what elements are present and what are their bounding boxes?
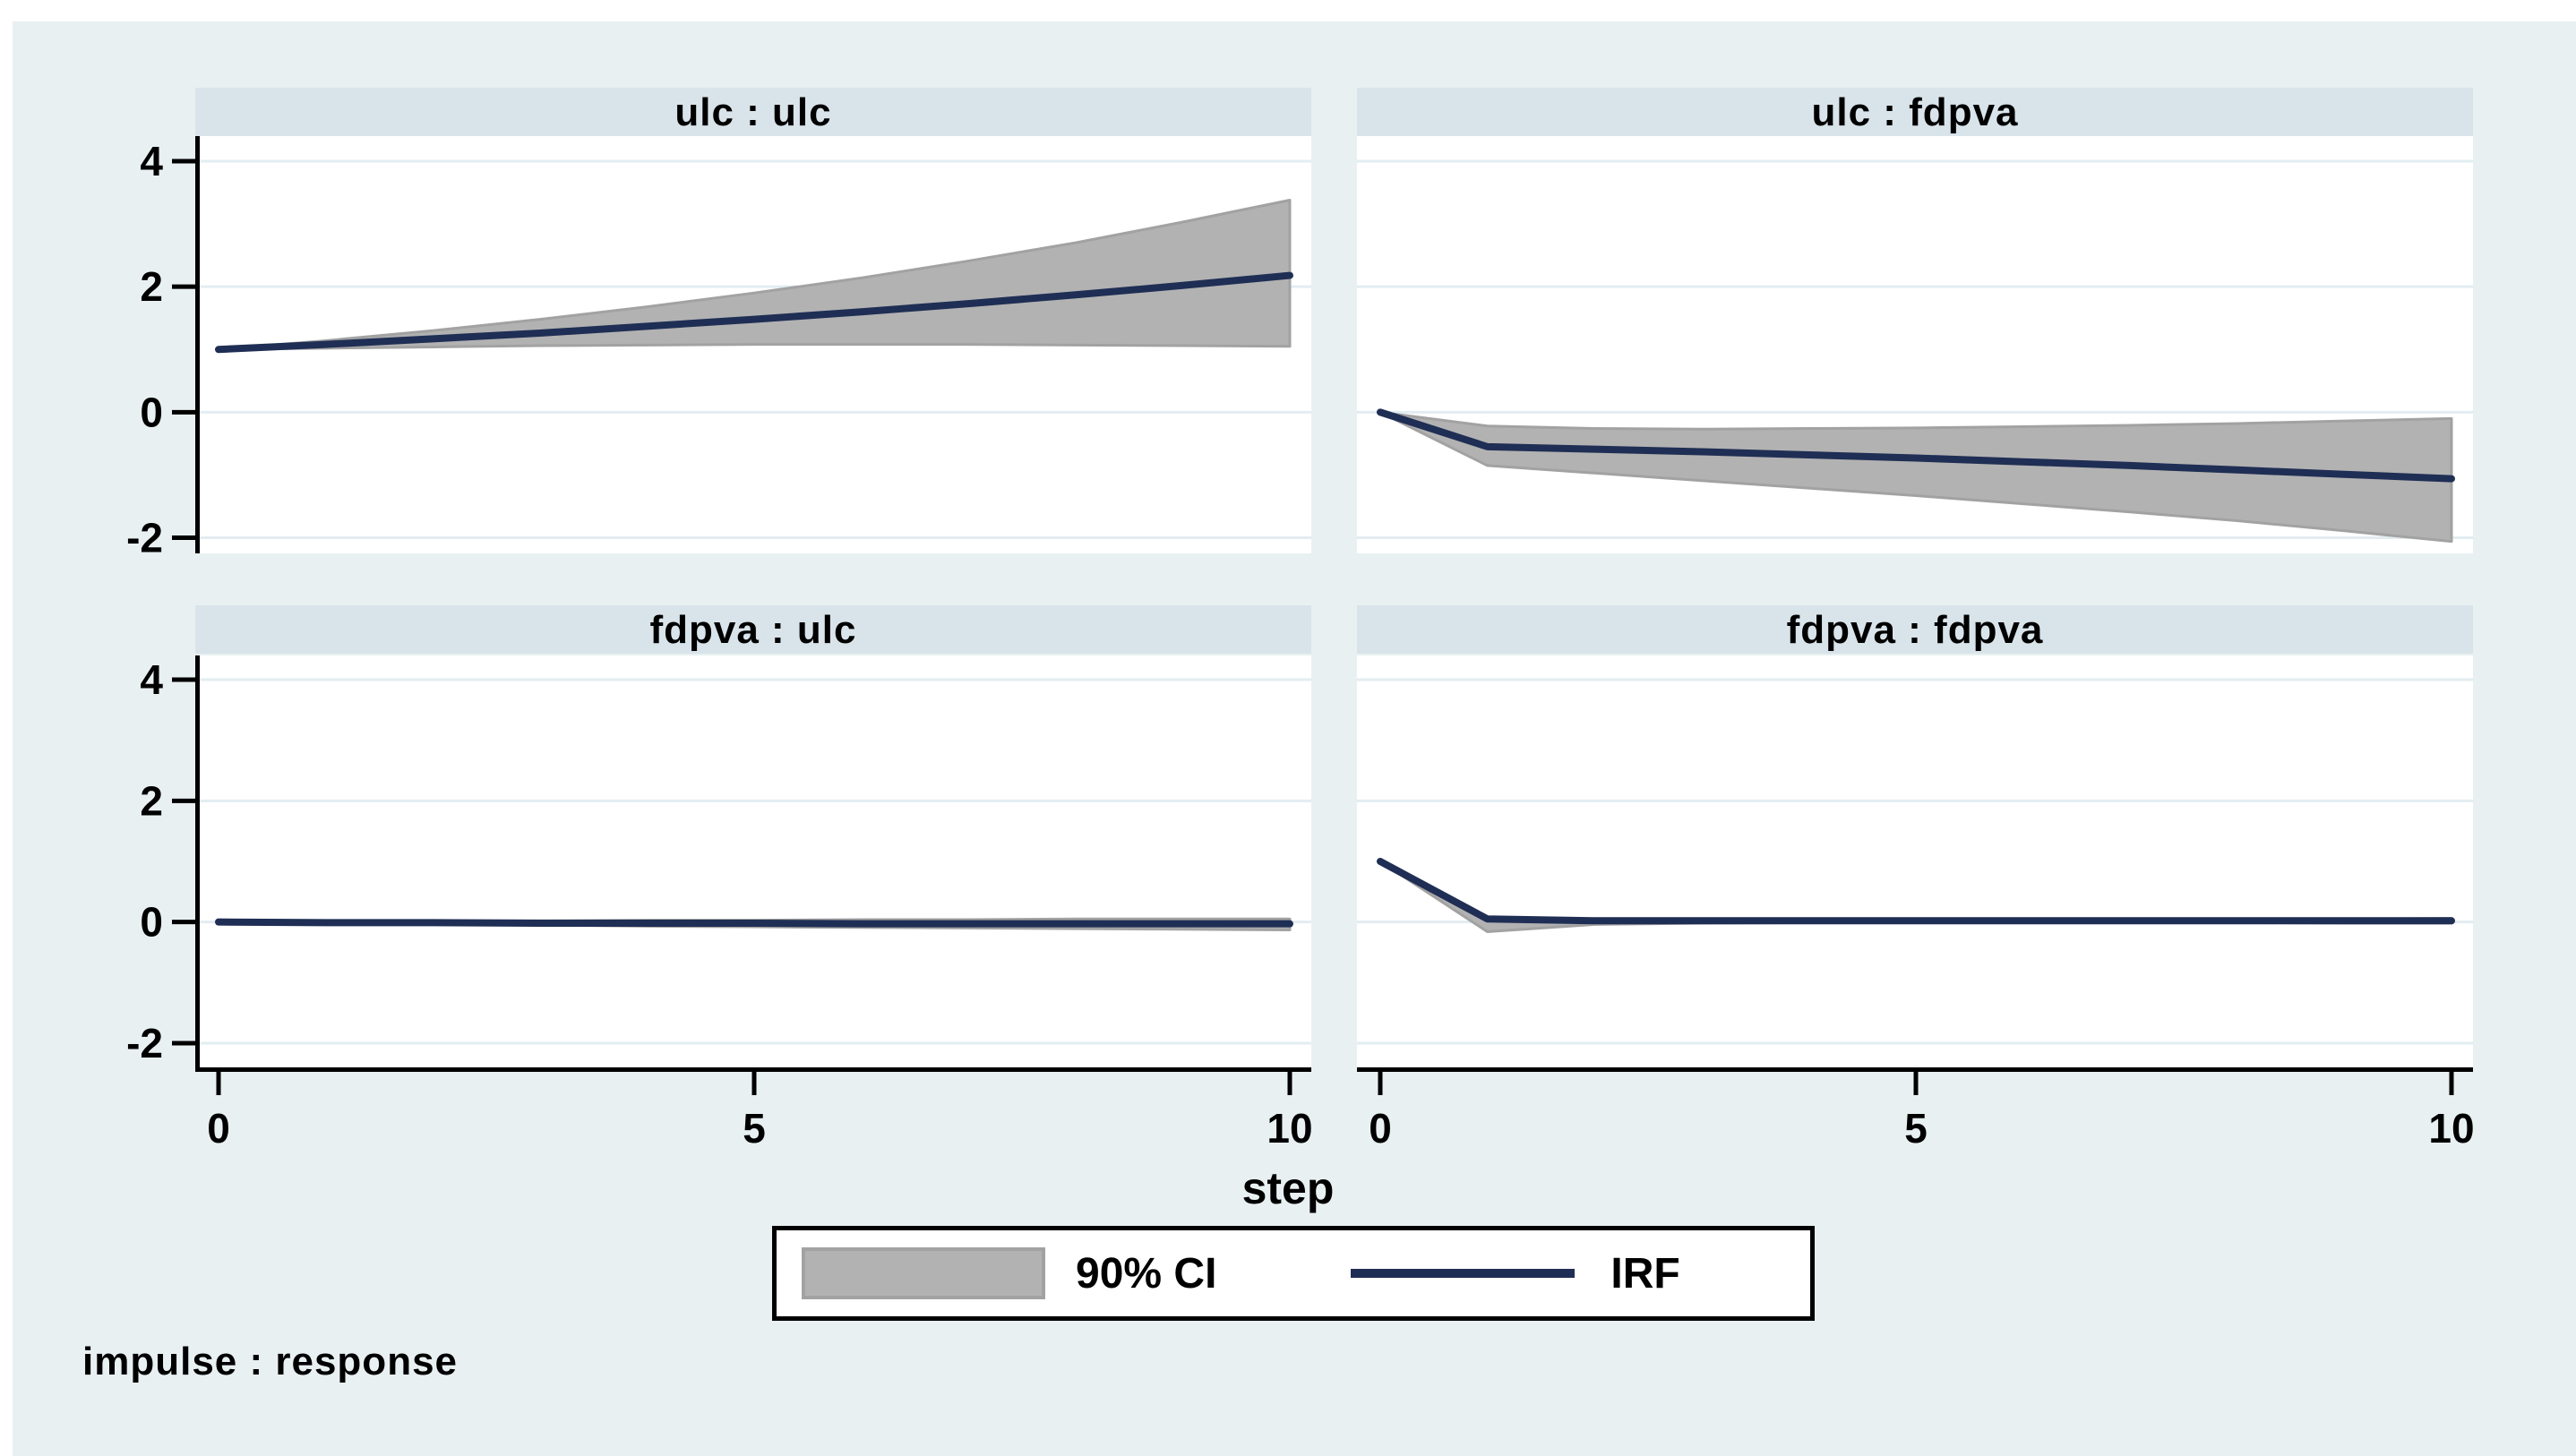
y-tick-label: -2 <box>126 1020 163 1066</box>
irf-plot-svg: 0 5 10 <box>1357 655 2475 1152</box>
plot-panel-ulc-ulc: 4 2 0 -2 <box>97 136 1320 643</box>
irf-line <box>215 918 1293 928</box>
x-tick-label: 10 <box>2428 1105 2474 1152</box>
plot-region <box>195 655 1311 1067</box>
y-tick-label: 0 <box>140 899 163 946</box>
panel-title-ulc-fdpva: ulc : fdpva <box>1357 88 2473 136</box>
plot-panel-ulc-fdpva <box>1258 136 2482 643</box>
panel-title-fdpva-ulc: fdpva : ulc <box>195 605 1311 654</box>
plot-region <box>1357 655 2473 1067</box>
irf-line <box>1377 858 2455 925</box>
x-tick-label: 5 <box>1904 1105 1928 1152</box>
irf-legend-label: IRF <box>1610 1249 1680 1298</box>
y-tick-label: 0 <box>140 389 163 435</box>
y-tick-label: 4 <box>140 656 163 703</box>
x-tick-label: 0 <box>207 1105 230 1152</box>
x-tick-label: 0 <box>1369 1105 1392 1152</box>
x-tick-label: 5 <box>743 1105 766 1152</box>
panel-title-ulc-ulc: ulc : ulc <box>195 88 1311 136</box>
irf-plot-svg: 4 2 0 -2 0 5 10 <box>126 655 1313 1152</box>
plot-panel-fdpva-ulc: 4 2 0 -2 0 5 10 <box>97 655 1320 1157</box>
irf-plot-svg: 4 2 0 -2 <box>126 136 1311 561</box>
panel-title-fdpva-fdpva: fdpva : fdpva <box>1357 605 2473 654</box>
irf-line <box>1377 408 2455 483</box>
x-axis-title: step <box>1241 1163 1335 1213</box>
y-tick-label: 4 <box>140 138 163 184</box>
y-tick-label: -2 <box>126 514 163 561</box>
irf-line <box>215 271 1293 354</box>
legend-box: 90% CI IRF <box>772 1226 1815 1321</box>
y-tick-label: 2 <box>140 777 163 824</box>
x-tick-label: 10 <box>1267 1105 1312 1152</box>
irf-line-swatch <box>1351 1269 1576 1278</box>
y-tick-label: 2 <box>140 263 163 310</box>
plot-panel-fdpva-fdpva: 0 5 10 <box>1258 655 2482 1157</box>
impulse-response-footnote: impulse : response <box>82 1340 459 1383</box>
ci-band-swatch <box>802 1247 1045 1299</box>
irf-plot-svg <box>1357 136 2473 553</box>
ci-legend-label: 90% CI <box>1076 1249 1217 1298</box>
